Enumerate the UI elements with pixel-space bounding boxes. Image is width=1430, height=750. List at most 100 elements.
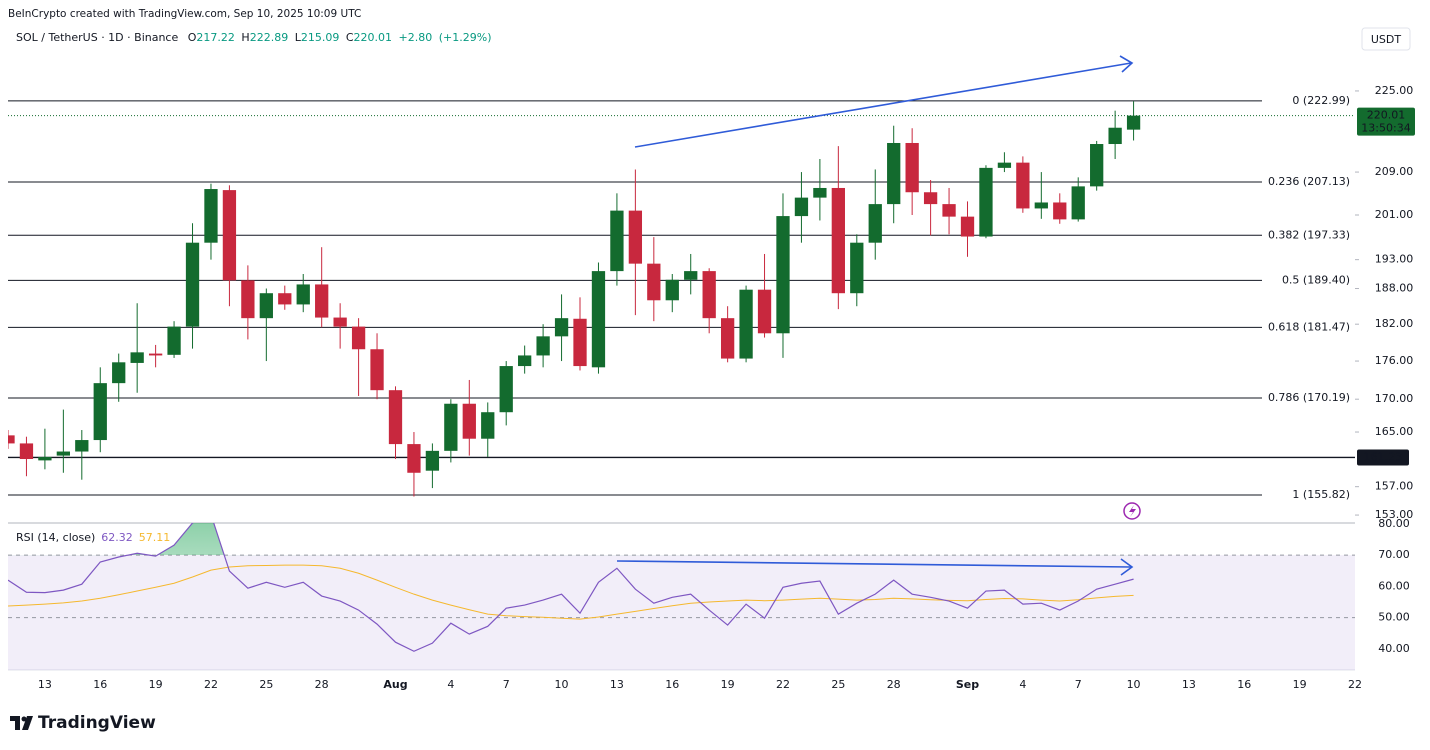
candle-body bbox=[499, 366, 513, 413]
candle-body bbox=[1126, 115, 1141, 130]
fib-label: 0 (222.99) bbox=[1292, 94, 1350, 107]
o-label: O bbox=[188, 31, 197, 44]
h-label: H bbox=[241, 31, 249, 44]
rsi-legend: RSI (14, close) 62.32 57.11 bbox=[16, 531, 170, 544]
candle-body bbox=[573, 318, 587, 367]
candle-body bbox=[185, 242, 200, 327]
last-price-box bbox=[1357, 107, 1415, 136]
candle-body bbox=[905, 142, 919, 193]
candle-body bbox=[684, 271, 698, 280]
x-tick-label: 7 bbox=[1075, 678, 1082, 691]
candle-body bbox=[554, 318, 569, 337]
candle-body bbox=[942, 204, 956, 217]
x-tick-label: 22 bbox=[204, 678, 218, 691]
c-value: 220.01 bbox=[354, 31, 393, 44]
fib-label: 0.786 (170.19) bbox=[1268, 391, 1350, 404]
x-tick-label: 22 bbox=[776, 678, 790, 691]
candle-body bbox=[591, 271, 606, 368]
change: +2.80 bbox=[399, 31, 433, 44]
logo-text: TradingView bbox=[38, 713, 156, 733]
candle-body bbox=[887, 142, 901, 205]
x-tick-label: 16 bbox=[93, 678, 107, 691]
candle-body bbox=[776, 216, 790, 334]
x-tick-label: 25 bbox=[259, 678, 273, 691]
x-tick-label: 13 bbox=[38, 678, 52, 691]
x-tick-label: 19 bbox=[149, 678, 163, 691]
candle-body bbox=[112, 362, 126, 384]
candle-body bbox=[1053, 202, 1067, 220]
y-tick-label: 209.00 bbox=[1375, 165, 1414, 178]
candle-body bbox=[93, 383, 107, 441]
rsi-last-value: 62.32 bbox=[101, 531, 133, 544]
rsi-pane bbox=[8, 523, 1355, 670]
candle-body bbox=[425, 450, 440, 471]
candle-body bbox=[628, 210, 643, 264]
candle-body bbox=[813, 187, 827, 198]
candle-body bbox=[536, 336, 550, 356]
candle-body bbox=[850, 242, 864, 294]
candle-body bbox=[462, 403, 476, 439]
created-note: BeInCrypto created with TradingView.com,… bbox=[8, 8, 361, 20]
logo-mark bbox=[10, 716, 33, 730]
y-tick-label: 80.00 bbox=[1378, 517, 1410, 530]
c-label: C bbox=[346, 31, 354, 44]
candle-body bbox=[444, 403, 458, 451]
x-tick-label: 4 bbox=[447, 678, 454, 691]
support-label: 161.23 bbox=[1364, 450, 1403, 463]
candle-body bbox=[702, 271, 716, 319]
logo bbox=[10, 716, 33, 730]
x-tick-label: 7 bbox=[503, 678, 510, 691]
candle-body bbox=[241, 280, 255, 319]
x-tick-label: 13 bbox=[610, 678, 624, 691]
y-tick-label: 153.00 bbox=[1375, 508, 1414, 521]
currency-box[interactable] bbox=[1361, 27, 1411, 51]
x-tick-label: 10 bbox=[555, 678, 569, 691]
y-tick-label: 70.00 bbox=[1378, 548, 1410, 561]
candle-body bbox=[757, 289, 772, 334]
candle-body bbox=[148, 353, 163, 356]
y-tick-label: 170.00 bbox=[1375, 392, 1414, 405]
candle-body bbox=[8, 435, 15, 444]
fib-label: 0.382 (197.33) bbox=[1268, 228, 1350, 241]
x-tick-label: 22 bbox=[1348, 678, 1362, 691]
symbol: SOL / TetherUS · 1D · Binance bbox=[16, 31, 178, 44]
candle-body bbox=[370, 349, 384, 391]
x-tick-label: 28 bbox=[887, 678, 901, 691]
candle-body bbox=[296, 284, 310, 305]
candle-body bbox=[38, 456, 52, 461]
candle-body bbox=[868, 204, 882, 243]
fib-label: 1 (155.82) bbox=[1292, 488, 1350, 501]
rsi-trend-arrow bbox=[1120, 558, 1134, 576]
axes: 225.00 209.00 201.00 193.00 188.00 182.00 176.… bbox=[16, 84, 1415, 691]
candle-body bbox=[1108, 127, 1122, 145]
candle-body bbox=[1034, 202, 1048, 209]
candle-body bbox=[333, 317, 347, 327]
candle-body bbox=[130, 352, 144, 363]
y-tick-label: 176.00 bbox=[1375, 354, 1414, 367]
candle-body bbox=[518, 355, 532, 367]
y-tick-label: 60.00 bbox=[1378, 579, 1410, 592]
candle-body bbox=[831, 187, 845, 294]
x-tick-label: 19 bbox=[1293, 678, 1307, 691]
x-tick-label: 25 bbox=[831, 678, 845, 691]
candle-body bbox=[1071, 186, 1085, 220]
candle-body bbox=[204, 189, 218, 243]
candle-body bbox=[923, 192, 938, 205]
price-pane bbox=[8, 100, 1355, 497]
x-tick-label: Aug bbox=[383, 678, 407, 691]
candle-body bbox=[167, 326, 181, 355]
rsi-trend-line bbox=[616, 560, 1132, 568]
candle-body bbox=[610, 210, 624, 272]
y-tick-label: 188.00 bbox=[1375, 282, 1414, 295]
candle-body bbox=[56, 451, 70, 456]
x-tick-label: Sep bbox=[956, 678, 979, 691]
x-tick-label: 13 bbox=[1182, 678, 1196, 691]
x-tick-label: 10 bbox=[1127, 678, 1141, 691]
candle-body bbox=[720, 318, 735, 359]
x-tick-label: 16 bbox=[665, 678, 679, 691]
o-value: 217.22 bbox=[196, 31, 235, 44]
currency[interactable]: USDT bbox=[1371, 33, 1402, 46]
y-tick-label: 40.00 bbox=[1378, 642, 1410, 655]
change-pct: (+1.29%) bbox=[439, 31, 492, 44]
